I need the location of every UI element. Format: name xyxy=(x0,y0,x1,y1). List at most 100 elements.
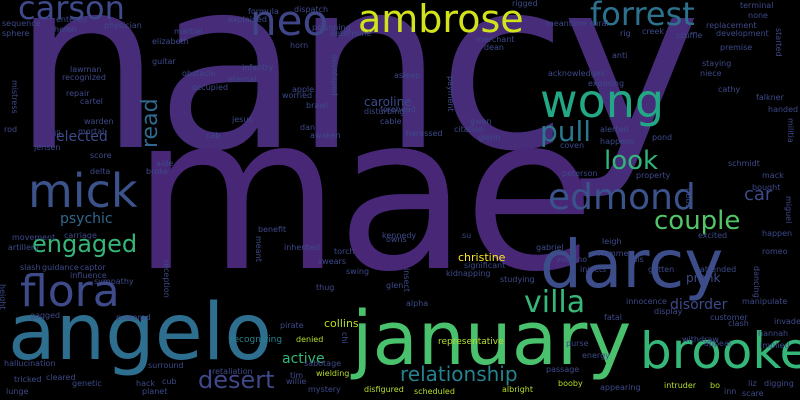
word-influence: influence xyxy=(70,271,107,280)
word-elected: elected xyxy=(56,129,108,145)
word-slash: slash xyxy=(20,263,41,272)
word-psychic: psychic xyxy=(60,211,113,227)
word-hack: hack xyxy=(136,379,156,388)
word-cable: cable xyxy=(380,117,402,126)
word-peterson: peterson xyxy=(562,169,598,178)
word-wielding: wielding xyxy=(316,369,350,378)
word-height: height xyxy=(0,284,7,310)
word-intruder: intruder xyxy=(664,381,697,390)
word-lawman: lawman xyxy=(70,65,102,74)
word-elizabeth: elizabeth xyxy=(152,37,189,46)
word-handed: handed xyxy=(768,105,799,114)
word-brawl: brawl xyxy=(306,101,329,110)
word-happen: happen xyxy=(762,229,793,238)
word-innocence: innocence xyxy=(626,297,667,306)
word-cartel: cartel xyxy=(80,97,103,106)
word-horn: horn xyxy=(290,41,309,50)
word-surround: surround xyxy=(148,361,184,370)
word-gwen: gwen xyxy=(470,117,492,126)
word-hannah: hannah xyxy=(758,329,789,338)
word-mick: mick xyxy=(28,164,138,218)
word-read: read xyxy=(138,98,163,148)
word-retaliation: retaliation xyxy=(212,367,253,376)
word-injects: injects xyxy=(580,265,607,274)
word-implied: implied xyxy=(760,341,790,350)
word-apple: apple xyxy=(292,85,315,94)
word-leigh: leigh xyxy=(602,237,622,246)
word-hallucination: hallucination xyxy=(4,359,56,368)
word-dean: dean xyxy=(484,43,504,52)
word-gabriel: gabriel xyxy=(536,243,564,252)
word-mae: mae xyxy=(132,70,595,319)
word-active: active xyxy=(282,351,325,367)
word-willie: willie xyxy=(286,377,307,386)
word-helen: helen xyxy=(54,25,77,34)
word-dan: dan xyxy=(300,123,316,132)
word-creek: creek xyxy=(642,27,664,36)
word-guitar: guitar xyxy=(152,57,176,66)
word-score: score xyxy=(90,151,112,160)
word-romeo: romeo xyxy=(762,247,788,256)
word-exposing: exposing xyxy=(588,79,625,88)
word-alpha: alpha xyxy=(406,299,429,308)
word-schmidt: schmidt xyxy=(728,159,760,168)
word-pull: pull xyxy=(540,115,592,148)
word-gagged: gagged xyxy=(30,311,61,320)
word-formula: formula xyxy=(248,7,279,16)
word-digging: digging xyxy=(764,379,794,388)
word-eternal: eternal xyxy=(228,75,257,84)
word-niece: niece xyxy=(700,69,722,78)
word-fatal: fatal xyxy=(604,313,622,322)
word-martial: martial xyxy=(174,27,203,36)
word-reception: reception xyxy=(162,260,171,298)
word-edmond: edmond xyxy=(548,177,696,218)
word-clash: clash xyxy=(728,319,749,328)
word-jesus: jesus xyxy=(232,115,253,124)
word-captor: captor xyxy=(80,263,106,272)
word-aide: aide xyxy=(156,159,174,168)
word-infantry: infantry xyxy=(242,63,274,72)
word-chi: chi xyxy=(340,332,349,344)
word-broke: broke xyxy=(146,167,169,176)
word-forrest: forrest xyxy=(590,0,695,33)
word-glenn: glenn xyxy=(478,133,501,142)
word-customer: customer xyxy=(710,313,748,322)
word-caroline: caroline xyxy=(364,95,412,109)
word-kidnapping: kidnapping xyxy=(446,269,491,278)
word-happens: happens xyxy=(600,137,635,146)
word-hammer: hammer xyxy=(598,249,632,258)
word-sphere: sphere xyxy=(2,29,30,38)
word-luis: luis xyxy=(630,255,644,264)
word-artillery: artillery xyxy=(8,243,39,252)
word-anti: anti xyxy=(612,51,628,60)
word-poisoning: poisoning xyxy=(312,23,351,32)
word-rural: rural xyxy=(590,19,609,28)
word-repair: repair xyxy=(66,89,90,98)
word-pond: pond xyxy=(652,133,673,142)
word-volcano: volcano xyxy=(556,255,588,264)
word-studying: studying xyxy=(500,275,535,284)
word-miguel: miguel xyxy=(784,196,793,224)
word-cub: cub xyxy=(162,377,177,386)
word-harassed: harassed xyxy=(406,129,443,138)
word-property: property xyxy=(636,171,671,180)
word-mortal: mortal xyxy=(78,127,105,136)
word-energy: energy xyxy=(582,351,610,360)
word-torch: torch xyxy=(334,247,355,256)
word-powered: powered xyxy=(116,313,151,322)
word-disfigured: disfigured xyxy=(364,385,404,394)
word-delta: delta xyxy=(90,167,111,176)
word-invade: invade xyxy=(774,317,800,326)
word-january: january xyxy=(352,296,632,382)
word-withdraw: withdraw xyxy=(682,335,719,344)
word-relationship: relationship xyxy=(400,362,518,386)
word-cathy: cathy xyxy=(718,85,741,94)
word-physician: physician xyxy=(104,21,142,30)
word-display: display xyxy=(654,307,683,316)
word-militia: militia xyxy=(786,118,795,143)
word-brooke: brooke xyxy=(640,322,800,380)
word-coven: coven xyxy=(560,141,585,150)
word-representative: representative xyxy=(438,337,504,347)
word-disturbing: disturbing xyxy=(364,107,405,116)
